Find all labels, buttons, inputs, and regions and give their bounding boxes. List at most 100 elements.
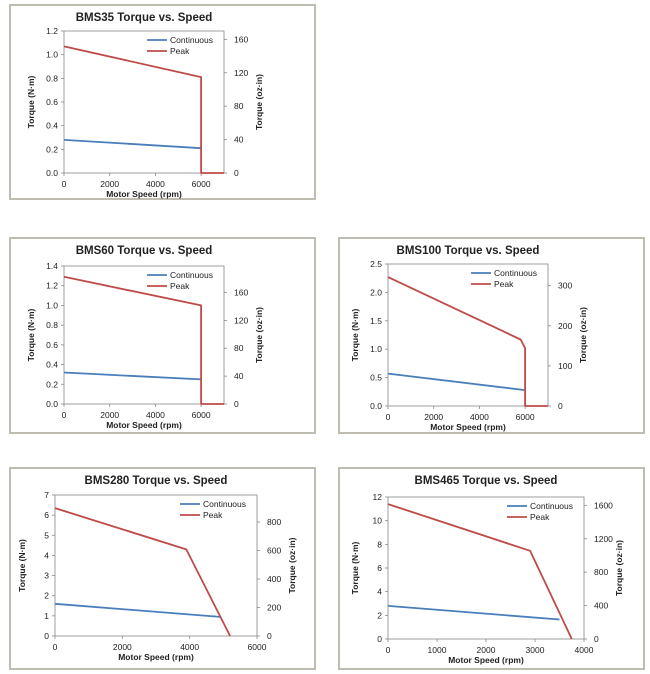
- chart-bms100-svg: BMS100 Torque vs. Speed 0.0 0.5 1.0 1.5 2.0 2.…: [350, 245, 588, 432]
- x-axis-label: Motor Speed (rpm): [106, 189, 182, 199]
- y-tick-label: 0.6: [46, 97, 58, 107]
- chart-bms465-svg: BMS465 Torque vs. Speed 0 2 4 6 8 10 12 0 400 800 1…: [350, 475, 624, 665]
- y-tick-label: 0.0: [46, 168, 58, 178]
- x-tick-label: 6000: [516, 412, 535, 422]
- y-tick-label: 0.2: [46, 144, 58, 154]
- y2-tick-label: 40: [234, 135, 244, 145]
- y-axis-label: Torque (N·m): [350, 308, 360, 361]
- y-tick-label: 12: [373, 492, 383, 502]
- y-axis-label: Torque (N·m): [350, 541, 360, 594]
- x-tick-label: 4000: [575, 645, 594, 655]
- y-tick-label: 0.5: [370, 373, 382, 383]
- chart-panel-bms465: BMS465 Torque vs. Speed 0 2 4 6 8 10 12 0 400 800 1…: [338, 467, 645, 670]
- x-tick-label: 4000: [146, 410, 165, 420]
- x-axis-label: Motor Speed (rpm): [106, 420, 182, 430]
- legend-label-peak: Peak: [170, 281, 190, 291]
- y-tick-label: 2: [377, 610, 382, 620]
- y-tick-label: 0.8: [46, 320, 58, 330]
- y2-axis-label: Torque (oz·in): [578, 307, 588, 363]
- x-tick-label: 4000: [146, 179, 165, 189]
- y-tick-label: 7: [44, 490, 49, 500]
- chart-panel-bms100: BMS100 Torque vs. Speed 0.0 0.5 1.0 1.5 2.0 2.…: [338, 237, 645, 434]
- y-tick-label: 0.6: [46, 340, 58, 350]
- y-tick-label: 0.0: [370, 401, 382, 411]
- series-line-continuous: [54, 602, 221, 618]
- y2-tick-label: 160: [234, 34, 248, 44]
- legend-label-continuous: Continuous: [530, 501, 573, 511]
- legend-box: [144, 268, 222, 292]
- y2-tick-label: 0: [594, 634, 599, 644]
- y-tick-label: 0: [44, 631, 49, 641]
- legend-label-peak: Peak: [494, 279, 514, 289]
- y2-tick-label: 400: [594, 601, 608, 611]
- y2-tick-label: 120: [234, 315, 248, 325]
- y2-axis-label: Torque (oz·in): [254, 74, 264, 130]
- y-tick-label: 2.0: [370, 287, 382, 297]
- y-tick-label: 1.4: [46, 261, 58, 271]
- x-tick-label: 2000: [100, 410, 119, 420]
- y-tick-label: 1.2: [46, 26, 58, 36]
- x-axis-label: Motor Speed (rpm): [448, 655, 524, 665]
- series-line-peak: [63, 275, 224, 405]
- y-tick-label: 0.4: [46, 121, 58, 131]
- y-tick-label: 1.0: [46, 50, 58, 60]
- y-axis-label: Torque (N·m): [26, 308, 36, 361]
- x-tick-label: 2000: [477, 645, 496, 655]
- y-tick-label: 0: [377, 634, 382, 644]
- y-tick-label: 10: [373, 516, 383, 526]
- chart-panel-bms280: BMS280 Torque vs. Speed 0 1 2 3 4 5 6 7 0 200 400 60…: [9, 467, 316, 670]
- y2-tick-label: 120: [234, 68, 248, 78]
- y2-tick-label: 800: [267, 517, 281, 527]
- chart-title: BMS60 Torque vs. Speed: [76, 245, 213, 257]
- series-line-peak: [387, 503, 573, 640]
- plot-area-frame: [63, 265, 225, 405]
- chart-title: BMS100 Torque vs. Speed: [397, 245, 540, 257]
- x-tick-label: 6000: [248, 642, 267, 652]
- y2-tick-label: 0: [558, 401, 563, 411]
- y-tick-label: 1.0: [46, 300, 58, 310]
- x-tick-label: 0: [386, 412, 391, 422]
- y2-tick-label: 200: [558, 321, 572, 331]
- plot-area-frame: [54, 494, 258, 637]
- y-tick-label: 2.5: [370, 259, 382, 269]
- y-tick-label: 0.8: [46, 73, 58, 83]
- x-tick-label: 0: [62, 179, 67, 189]
- y-tick-label: 0.2: [46, 379, 58, 389]
- x-tick-label: 2000: [424, 412, 443, 422]
- y2-tick-label: 40: [234, 371, 244, 381]
- series-line-peak: [54, 507, 231, 637]
- x-tick-label: 3000: [526, 645, 545, 655]
- y2-tick-label: 600: [267, 546, 281, 556]
- chart-title: BMS280 Torque vs. Speed: [85, 475, 228, 487]
- x-tick-label: 4000: [470, 412, 489, 422]
- y-tick-label: 0.4: [46, 360, 58, 370]
- x-tick-label: 0: [53, 642, 58, 652]
- plot-area-frame: [387, 263, 549, 407]
- chart-bms35-svg: BMS35 Torque vs. Speed 0.0 0.2 0.4 0.6 0.8 1.0…: [26, 12, 264, 199]
- series-line-continuous: [387, 605, 560, 621]
- y2-axis-label: Torque (oz·in): [287, 537, 297, 593]
- y-tick-label: 5: [44, 530, 49, 540]
- y-axis-label: Torque (N·m): [26, 75, 36, 128]
- y-axis-label: Torque (N·m): [17, 539, 27, 592]
- y2-tick-label: 100: [558, 361, 572, 371]
- legend-label-continuous: Continuous: [170, 270, 213, 280]
- y2-tick-label: 160: [234, 287, 248, 297]
- y2-tick-label: 80: [234, 343, 244, 353]
- x-tick-label: 2000: [113, 642, 132, 652]
- y2-tick-label: 800: [594, 567, 608, 577]
- y2-tick-label: 1200: [594, 534, 613, 544]
- chart-panel-bms35: BMS35 Torque vs. Speed 0.0 0.2 0.4 0.6 0.8 1.0…: [9, 4, 316, 200]
- y2-tick-label: 300: [558, 281, 572, 291]
- y-tick-label: 6: [377, 563, 382, 573]
- x-tick-label: 0: [62, 410, 67, 420]
- y-tick-label: 4: [44, 550, 49, 560]
- y-tick-label: 1: [44, 611, 49, 621]
- y-tick-label: 1.5: [370, 316, 382, 326]
- y2-tick-label: 0: [267, 631, 272, 641]
- y-tick-label: 1.0: [370, 344, 382, 354]
- chart-panel-bms60: BMS60 Torque vs. Speed 0.0 0.2 0.4 0.6 0.8 1.0…: [9, 237, 316, 434]
- y2-tick-label: 200: [267, 603, 281, 613]
- legend-label-continuous: Continuous: [203, 499, 246, 509]
- series-line-continuous: [63, 371, 202, 381]
